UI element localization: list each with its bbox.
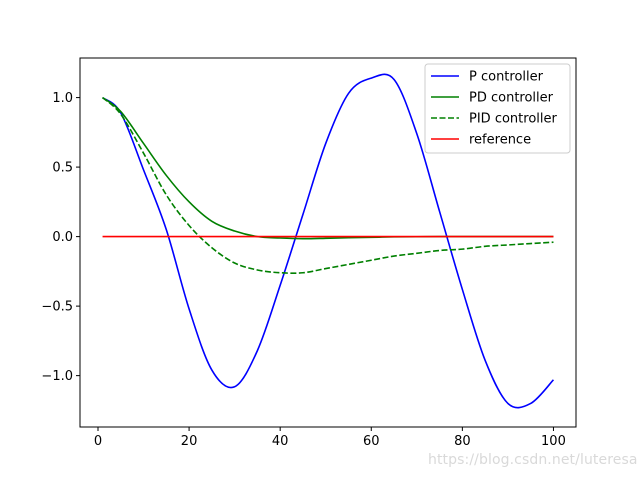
legend-label: PID controller bbox=[469, 112, 557, 127]
x-tick-label: 0 bbox=[94, 434, 102, 449]
y-tick-label: 0.5 bbox=[52, 161, 73, 176]
legend-box bbox=[424, 63, 571, 154]
watermark-text: https://blog.csdn.net/luteresa bbox=[428, 452, 638, 468]
legend-label: P controller bbox=[469, 70, 544, 85]
series-line-0 bbox=[102, 73, 555, 409]
x-axis: 0 20 40 60 80 100 bbox=[94, 427, 566, 449]
y-tick-label: −1.0 bbox=[41, 369, 73, 384]
y-tick-label: 1.0 bbox=[52, 91, 73, 106]
y-axis: −1.0 −0.5 0.0 0.5 1.0 bbox=[41, 91, 80, 384]
x-tick-label: 40 bbox=[272, 434, 289, 449]
series-line-2 bbox=[102, 96, 554, 274]
legend: P controller PD controller PID controller r… bbox=[424, 63, 571, 154]
y-tick-label: −0.5 bbox=[41, 300, 73, 315]
series-layer bbox=[102, 73, 555, 409]
plot-frame bbox=[79, 57, 577, 428]
x-tick-label: 60 bbox=[363, 434, 380, 449]
x-tick-label: 100 bbox=[541, 434, 566, 449]
x-tick-label: 20 bbox=[181, 434, 198, 449]
legend-label: PD controller bbox=[469, 91, 554, 106]
x-tick-label: 80 bbox=[454, 434, 471, 449]
y-tick-label: 0.0 bbox=[52, 230, 73, 245]
legend-label: reference bbox=[469, 133, 531, 148]
